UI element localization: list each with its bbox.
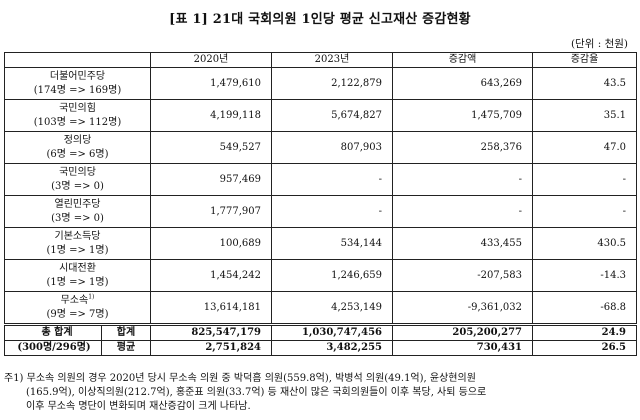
value-2020: 4,199,118: [150, 99, 272, 132]
value-2023: 1,246,659: [271, 259, 393, 292]
unit-label: (단위 : 천원): [570, 38, 628, 50]
party-count: (6명 => 6명): [46, 148, 109, 160]
header-rate: 증감율: [532, 52, 637, 68]
table-row: 무소속1) (9명 => 7명) 13,614,181 4,253,149 -9…: [4, 291, 637, 325]
value-2023: 5,674,827: [271, 99, 393, 132]
value-2023: -: [271, 163, 393, 196]
sum-2023: 1,030,747,456: [271, 323, 393, 341]
total-count: (300명/296명): [17, 342, 91, 353]
value-rate: -14.3: [532, 259, 637, 292]
sum-row: 총 합계 합계 825,547,179 1,030,747,456 205,200…: [4, 323, 637, 341]
party-name: 무소속1): [6, 293, 150, 308]
sum-rate: 24.9: [532, 323, 637, 341]
value-diff: -9,361,032: [392, 291, 533, 325]
asset-table: 2020년 2023년 증감액 증감율 더불어민주당 (174명 => 169명…: [4, 52, 637, 356]
value-2023: 2,122,879: [271, 67, 393, 100]
party-name: 열린민주당: [54, 198, 101, 210]
value-diff: 258,376: [392, 131, 533, 164]
party-name: 시대전환: [59, 262, 96, 274]
party-count: (174명 => 169명): [33, 84, 122, 96]
table-title: [표 1] 21대 국회의원 1인당 평균 신고재산 증감현황: [169, 12, 471, 27]
avg-row: (300명/296명) 평균 2,751,824 3,482,255 730,43…: [4, 340, 637, 356]
party-count: (3명 => 0): [51, 180, 104, 192]
value-rate: 47.0: [532, 131, 637, 164]
party-cell: 더불어민주당 (174명 => 169명): [4, 67, 151, 100]
party-cell: 기본소득당 (1명 => 1명): [4, 227, 151, 260]
value-rate: -: [532, 163, 637, 196]
value-2020: 100,689: [150, 227, 272, 260]
avg-diff: 730,431: [392, 340, 533, 356]
value-diff: -207,583: [392, 259, 533, 292]
value-diff: 1,475,709: [392, 99, 533, 132]
avg-rate: 26.5: [532, 340, 637, 356]
avg-2020: 2,751,824: [150, 340, 272, 356]
footnote-line: 주1) 무소속 의원의 경우 2020년 당시 무소속 의원 중 박덕흠 의원(…: [4, 373, 476, 384]
header-2023: 2023년: [271, 52, 393, 68]
value-2020: 1,777,907: [150, 195, 272, 228]
footnote-mark: 1): [88, 293, 95, 301]
avg-2023: 3,482,255: [271, 340, 393, 356]
header-party: [4, 52, 151, 68]
party-cell: 국민의당 (3명 => 0): [4, 163, 151, 196]
footnote-line: (165.9억), 이상직의원(212.7억), 홍준표 의원(33.7억) 등…: [26, 387, 487, 398]
header-row: 2020년 2023년 증감액 증감율: [4, 52, 637, 68]
party-cell: 시대전환 (1명 => 1명): [4, 259, 151, 292]
total-label-cell: 총 합계 합계: [4, 323, 151, 341]
value-diff: -: [392, 195, 533, 228]
table-row: 기본소득당 (1명 => 1명) 100,689 534,144 433,455…: [4, 227, 637, 260]
party-name: 정의당: [63, 134, 92, 146]
sum-diff: 205,200,277: [392, 323, 533, 341]
party-count: (3명 => 0): [51, 212, 104, 224]
avg-label: 평균: [101, 341, 150, 355]
value-2023: -: [271, 195, 393, 228]
party-cell: 정의당 (6명 => 6명): [4, 131, 151, 164]
value-2023: 807,903: [271, 131, 393, 164]
party-count: (1명 => 1명): [46, 276, 109, 288]
value-2023: 534,144: [271, 227, 393, 260]
footnote-line: 이후 무소속 명단이 변화되며 재산증감이 크게 나타남.: [26, 401, 251, 412]
value-rate: -: [532, 195, 637, 228]
total-count-cell: (300명/296명) 평균: [4, 340, 151, 356]
party-name-text: 무소속: [60, 294, 89, 306]
party-name: 국민의힘: [59, 102, 96, 114]
party-cell: 열린민주당 (3명 => 0): [4, 195, 151, 228]
total-label: 총 합계: [41, 327, 73, 339]
footnote: 주1) 무소속 의원의 경우 2020년 당시 무소속 의원 중 박덕흠 의원(…: [4, 372, 636, 414]
value-2020: 1,479,610: [150, 67, 272, 100]
party-count: (103명 => 112명): [33, 116, 122, 128]
value-2020: 13,614,181: [150, 291, 272, 325]
value-2023: 4,253,149: [271, 291, 393, 325]
table-row: 정의당 (6명 => 6명) 549,527 807,903 258,376 4…: [4, 131, 637, 164]
header-2020: 2020년: [150, 52, 272, 68]
party-cell: 무소속1) (9명 => 7명): [4, 291, 151, 325]
value-rate: 430.5: [532, 227, 637, 260]
table-row: 더불어민주당 (174명 => 169명) 1,479,610 2,122,87…: [4, 67, 637, 100]
table-row: 국민의당 (3명 => 0) 957,469 - - -: [4, 163, 637, 196]
table-row: 열린민주당 (3명 => 0) 1,777,907 - - -: [4, 195, 637, 228]
party-name: 국민의당: [59, 166, 96, 178]
party-count: (9명 => 7명): [46, 308, 109, 320]
value-diff: -: [392, 163, 533, 196]
value-rate: 43.5: [532, 67, 637, 100]
value-2020: 957,469: [150, 163, 272, 196]
table-row: 시대전환 (1명 => 1명) 1,454,242 1,246,659 -207…: [4, 259, 637, 292]
value-rate: -68.8: [532, 291, 637, 325]
sum-2020: 825,547,179: [150, 323, 272, 341]
party-cell: 국민의힘 (103명 => 112명): [4, 99, 151, 132]
value-diff: 643,269: [392, 67, 533, 100]
party-name: 기본소득당: [54, 230, 101, 242]
value-2020: 549,527: [150, 131, 272, 164]
table-row: 국민의힘 (103명 => 112명) 4,199,118 5,674,827 …: [4, 99, 637, 132]
sum-label: 합계: [101, 327, 150, 340]
header-diff: 증감액: [392, 52, 533, 68]
party-count: (1명 => 1명): [46, 244, 109, 256]
value-2020: 1,454,242: [150, 259, 272, 292]
value-rate: 35.1: [532, 99, 637, 132]
party-name: 더불어민주당: [49, 70, 106, 82]
value-diff: 433,455: [392, 227, 533, 260]
